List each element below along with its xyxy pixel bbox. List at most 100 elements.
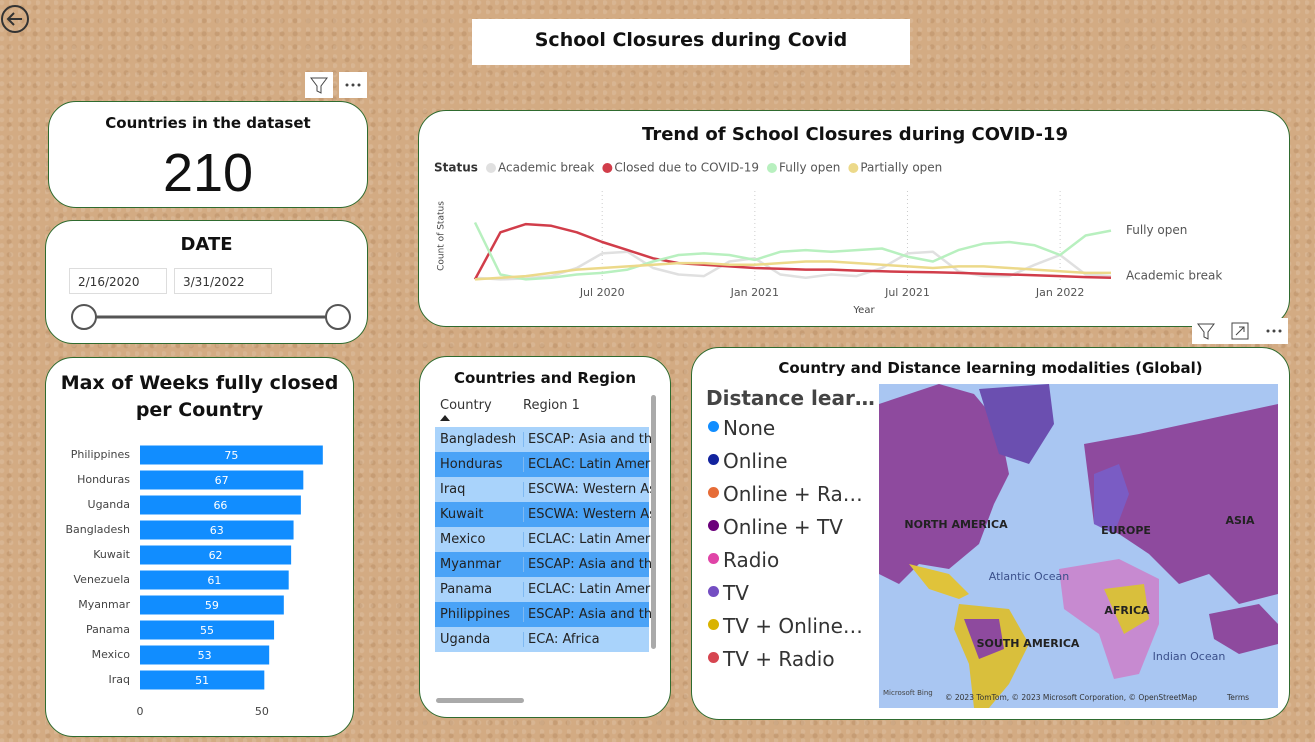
column-header[interactable]: Country: [440, 398, 492, 413]
bar-chart-card: Max of Weeks fully closed per Country Ph…: [45, 357, 354, 737]
legend-marker: [708, 454, 719, 465]
legend-marker: [708, 586, 719, 597]
land: [1209, 604, 1278, 654]
table-body: Bangladesh ESCAP: Asia and the Pacific Hon…: [420, 427, 670, 699]
map-terms[interactable]: Terms: [1226, 693, 1249, 702]
map-card: Country and Distance learning modalities…: [691, 347, 1290, 720]
legend-label: Radio: [723, 548, 780, 572]
legend-marker: [708, 652, 719, 663]
x-tick-label: Jul 2020: [579, 286, 625, 299]
legend-item[interactable]: Radio: [708, 548, 868, 572]
map[interactable]: NORTH AMERICA EUROPE ASIA Atlantic Ocean…: [879, 384, 1278, 708]
bar: [140, 620, 275, 640]
data-label: 62: [209, 549, 223, 562]
slicer-title: DATE: [180, 234, 233, 255]
land: [879, 384, 1009, 584]
legend-item[interactable]: Online: [708, 449, 868, 473]
data-label: 75: [224, 449, 238, 462]
cell: Panama: [440, 582, 493, 597]
cell: Myanmar: [440, 557, 502, 572]
legend-marker: [708, 520, 719, 531]
cell: Kuwait: [440, 507, 484, 522]
data-label: 51: [195, 674, 209, 687]
h-scrollbar[interactable]: [436, 698, 524, 703]
legend-marker: [708, 487, 719, 498]
data-label: 66: [213, 499, 227, 512]
column-header[interactable]: Region 1: [523, 398, 580, 413]
back-button[interactable]: [0, 4, 32, 36]
y-tick-label: Venezuela: [74, 573, 131, 586]
chart-title: Max of Weeks fully closed per Country: [60, 372, 339, 421]
map-label: ASIA: [1225, 514, 1255, 527]
legend-marker: [708, 421, 719, 432]
header: School Closures during Covid: [472, 19, 910, 65]
legend-label: Online: [723, 449, 788, 473]
data-label: 55: [200, 624, 214, 637]
date-start[interactable]: 2/16/2020: [69, 268, 167, 294]
x-axis-title: Year: [852, 305, 875, 316]
bar: [140, 670, 265, 690]
table-row: Kuwait ESCWA: Western Asia: [435, 502, 654, 527]
legend-label: Online + Radio: [723, 482, 868, 506]
data-label: 59: [205, 599, 219, 612]
table-row: Philippines ESCAP: Asia and the Pacific: [435, 602, 654, 627]
date-slicer: DATE 2/16/2020 3/31/2022: [45, 220, 368, 344]
table-card: Countries and Region Country Region 1 Ba…: [419, 356, 671, 718]
land: [979, 384, 1054, 464]
table-row: Honduras ECLAC: Latin America and the Car…: [435, 452, 654, 477]
bar: [140, 645, 270, 665]
map-title: Country and Distance learning modalities…: [778, 359, 1203, 377]
x-tick-label: 50: [255, 705, 269, 718]
y-tick-label: Panama: [86, 623, 130, 636]
legend-label: Fully open: [779, 161, 840, 175]
table-row: Mexico ECLAC: Latin America and the Carib…: [435, 527, 654, 552]
date-end[interactable]: 3/31/2022: [174, 268, 272, 294]
land: [1094, 464, 1129, 534]
legend-item[interactable]: TV + Online + Radio: [708, 614, 868, 638]
legend-item[interactable]: TV + Radio: [708, 647, 868, 671]
legend-item[interactable]: TV: [708, 581, 868, 605]
table-row: Uganda ECA: Africa: [435, 627, 649, 652]
legend-item[interactable]: Online + TV: [708, 515, 868, 539]
series-line: [473, 222, 1112, 280]
legend-label: Closed due to COVID-19: [614, 161, 759, 175]
cell: Bangladesh: [440, 432, 515, 447]
cell: ESCWA: Western Asia: [523, 507, 654, 522]
legend-item[interactable]: Online + Radio: [708, 482, 868, 506]
kpi-card: Countries in the dataset 210: [48, 101, 368, 208]
table-row: Iraq ESCWA: Western Asia: [435, 477, 654, 502]
bar: [140, 470, 304, 490]
bar: [140, 445, 323, 465]
legend-item[interactable]: None: [708, 416, 868, 440]
bar: [140, 495, 301, 515]
chart-title: Trend of School Closures during COVID-19: [642, 124, 1068, 145]
data-label: 67: [215, 474, 229, 487]
visual-toolbar[interactable]: [1192, 318, 1288, 344]
data-label: 63: [210, 524, 224, 537]
line-chart-card: Trend of School Closures during COVID-19…: [418, 110, 1290, 327]
table-row: Bangladesh ESCAP: Asia and the Pacific: [435, 427, 654, 452]
x-tick-label: Jan 2022: [1035, 286, 1084, 299]
bar: [140, 520, 294, 540]
end-label: Fully open: [1126, 223, 1187, 237]
bar: [140, 570, 289, 590]
table-title: Countries and Region: [453, 369, 637, 387]
legend-marker: [848, 163, 859, 173]
legend-label: TV + Online + Radio: [723, 614, 868, 638]
y-tick-label: Philippines: [71, 448, 131, 461]
y-axis-title: Count of Status: [437, 201, 447, 271]
legend-marker: [602, 163, 613, 173]
map-brand: Microsoft Bing: [883, 689, 933, 697]
date-range-slider[interactable]: [66, 301, 356, 335]
x-tick-label: Jul 2021: [884, 286, 930, 299]
map-label: AFRICA: [1104, 604, 1150, 617]
x-tick-label: 0: [137, 705, 144, 718]
visual-toolbar[interactable]: [305, 72, 367, 98]
cell: ECLAC: Latin America and the Caribbean: [523, 532, 654, 547]
land: [1104, 584, 1149, 634]
sort-icon: [440, 415, 450, 421]
legend-label: Partially open: [860, 161, 942, 175]
scrollbar[interactable]: [651, 395, 656, 649]
legend-marker: [708, 553, 719, 564]
map-label: SOUTH AMERICA: [977, 637, 1080, 650]
